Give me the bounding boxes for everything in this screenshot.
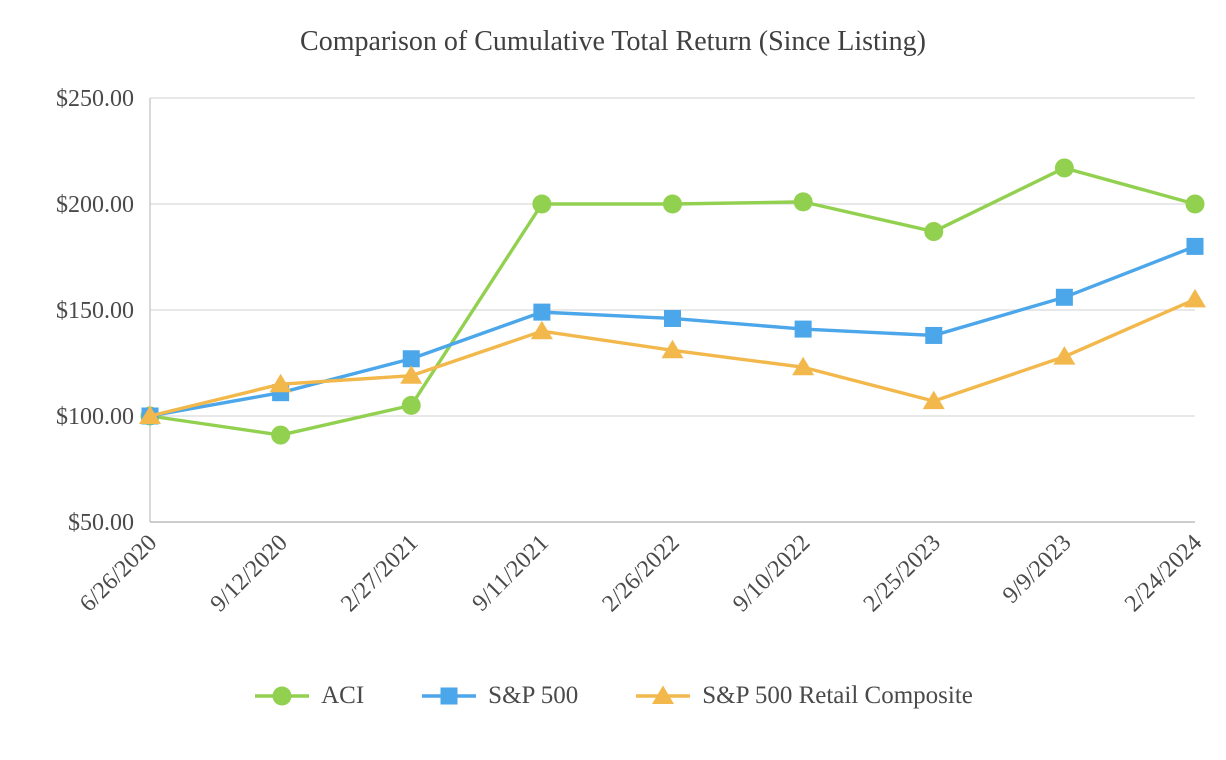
data-point-circle <box>924 222 944 242</box>
series-line-square <box>148 244 1197 418</box>
data-point-triangle <box>792 356 815 376</box>
chart-legend: ACI S&P 500 S&P 500 Retail Composite <box>0 682 1226 710</box>
x-axis-tick-label: 2/27/2021 <box>336 530 423 617</box>
data-point-square <box>925 326 943 344</box>
data-point-circle <box>663 194 682 214</box>
x-axis-tick-label: 2/25/2023 <box>859 530 946 617</box>
legend-marker-square-icon <box>422 687 477 705</box>
x-axis-tick-label: 2/24/2024 <box>1120 530 1207 617</box>
y-axis-tick-label: $200.00 <box>56 192 134 218</box>
chart-title: Comparison of Cumulative Total Return (S… <box>300 26 926 57</box>
x-axis-tick-label: 9/12/2020 <box>206 530 293 617</box>
data-point-triangle <box>661 339 684 359</box>
x-axis-tick-label: 6/26/2020 <box>75 530 162 617</box>
data-point-square <box>1055 288 1073 306</box>
data-point-circle <box>1185 194 1205 214</box>
data-point-square <box>533 303 551 321</box>
legend-item: S&P 500 <box>420 682 578 710</box>
legend-label: S&P 500 Retail Composite <box>702 682 973 709</box>
data-point-square <box>402 350 420 368</box>
data-point-triangle <box>400 365 423 384</box>
data-point-square <box>794 320 812 338</box>
legend-marker-triangle-icon <box>636 685 691 704</box>
y-axis-tick-label: $100.00 <box>56 404 134 430</box>
data-point-circle <box>532 194 552 214</box>
data-point-circle <box>401 395 421 415</box>
data-point-triangle <box>922 390 945 410</box>
x-axis-tick-label: 9/10/2022 <box>728 530 815 617</box>
x-axis-tick-label: 2/26/2022 <box>598 530 685 617</box>
legend-marker-circle-icon <box>255 686 310 706</box>
cumulative-return-chart: $50.00 $100.00 $150.00 $200.00 $250.00 6/26/2… <box>56 86 1207 617</box>
x-axis-tick-label: 9/9/2023 <box>998 530 1077 609</box>
y-axis-tick-label: $50.00 <box>68 510 134 536</box>
data-point-triangle <box>269 373 292 393</box>
data-point-triangle <box>1053 346 1076 365</box>
data-point-triangle <box>530 320 553 340</box>
data-point-square <box>664 309 681 327</box>
data-point-circle <box>1054 158 1074 178</box>
legend-item: S&P 500 Retail Composite <box>634 682 973 710</box>
data-point-circle <box>271 425 291 445</box>
x-axis-tick-label: 9/11/2021 <box>468 530 555 617</box>
data-point-square <box>1186 237 1204 255</box>
data-point-circle <box>793 192 813 212</box>
y-axis-tick-label: $150.00 <box>56 298 134 324</box>
data-point-triangle <box>139 405 161 424</box>
legend-label: ACI <box>321 682 365 709</box>
data-point-triangle <box>1184 288 1206 308</box>
legend-item: ACI <box>253 682 364 710</box>
legend-label: S&P 500 <box>488 682 579 709</box>
y-axis-tick-label: $250.00 <box>56 86 134 112</box>
